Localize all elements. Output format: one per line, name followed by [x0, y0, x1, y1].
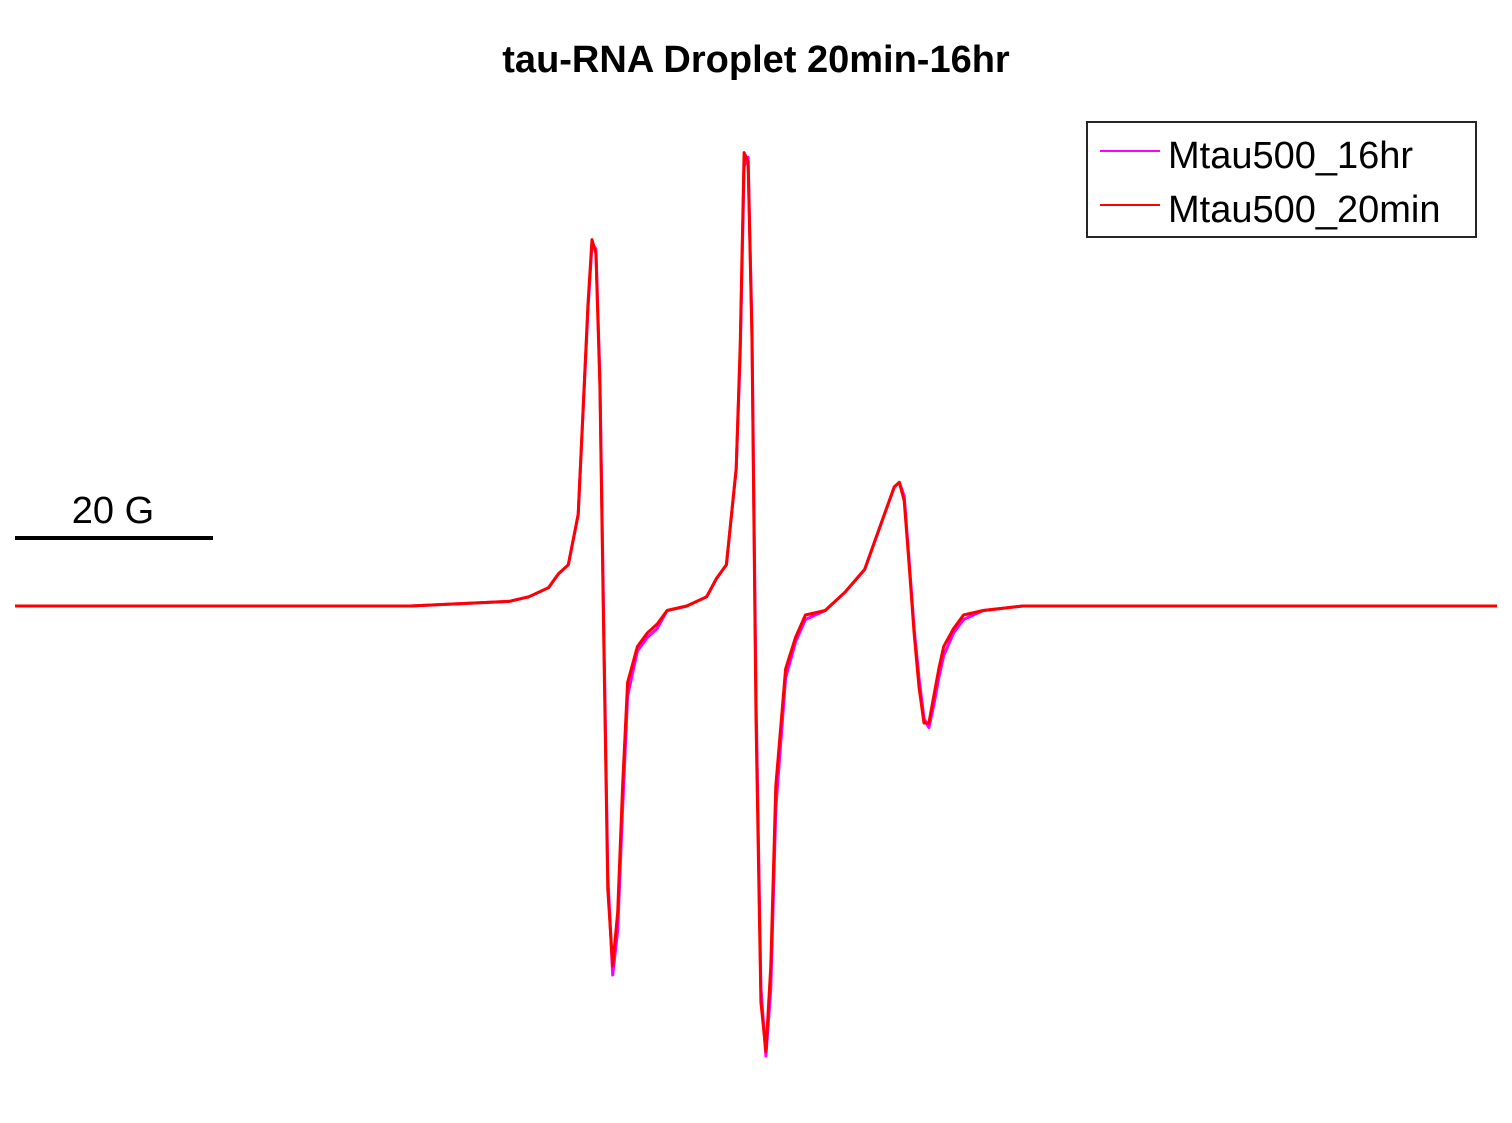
- plot-area: [15, 151, 1497, 1058]
- scale-bar-label: 20 G: [72, 490, 154, 532]
- chart-title: tau-RNA Droplet 20min-16hr: [502, 39, 1010, 81]
- series-line-mtau500-20min: [15, 151, 1497, 1053]
- legend-label-mtau500-16hr: Mtau500_16hr: [1168, 135, 1413, 177]
- legend-box: [1086, 121, 1477, 238]
- legend-label-mtau500-20min: Mtau500_20min: [1168, 189, 1441, 231]
- legend: Mtau500_16hr Mtau500_20min: [1086, 121, 1477, 238]
- scale-bar: 20 G: [15, 490, 213, 540]
